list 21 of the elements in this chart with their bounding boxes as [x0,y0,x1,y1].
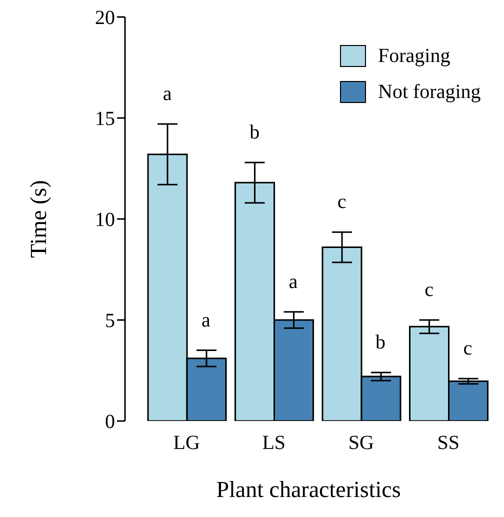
y-tick-label: 5 [105,310,115,332]
y-tick-label: 10 [95,209,115,232]
x-tick-label: SG [348,432,374,454]
annotation: b [250,121,260,144]
annotation: a [201,309,210,332]
legend-label: Foraging [378,44,450,68]
y-tick-label: 20 [95,7,115,30]
y-axis-title: Time (s) [26,180,52,258]
y-tick-label: 15 [95,108,115,130]
x-axis-title: Plant characteristics [216,477,401,502]
x-tick-label: LS [262,432,286,454]
legend-label: Not foraging [378,80,481,104]
annotation: b [375,332,386,354]
y-tick-label: 0 [105,411,115,434]
annotation: a [288,270,298,293]
x-tick-label: SS [437,432,460,454]
annotation: a [162,83,172,106]
annotation: c [463,338,472,360]
annotation: c [424,279,434,301]
x-tick-label: LG [173,432,200,454]
annotation: c [337,191,346,214]
